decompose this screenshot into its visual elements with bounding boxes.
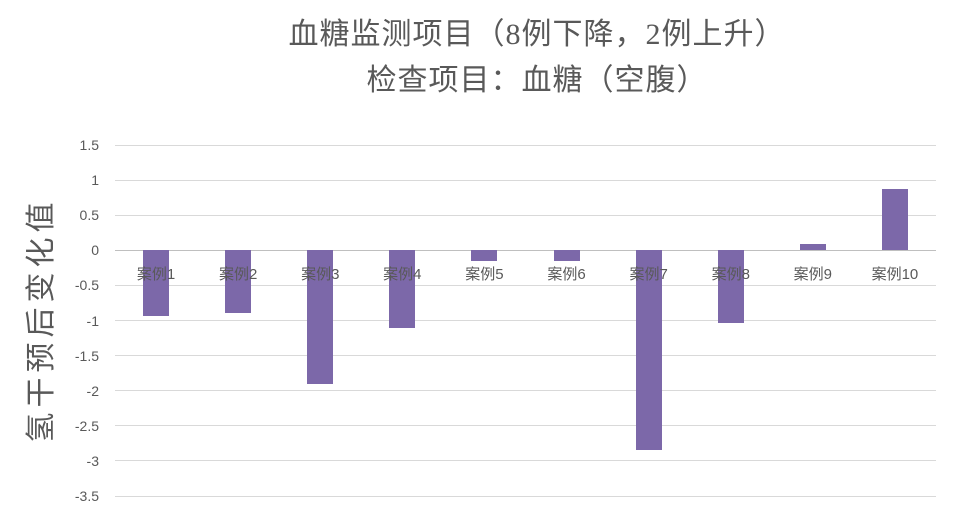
y-tick-label: -2 [86,382,99,399]
x-category-label: 案例5 [465,266,504,284]
x-category-label: 案例1 [136,266,176,284]
gridline [115,214,936,216]
x-category-label: 案例10 [871,266,919,284]
y-tick-label: -1.5 [74,347,99,364]
y-tick-label: -3 [86,452,99,469]
zero-axis-line [115,249,936,251]
bar-案例3 [307,250,334,384]
y-tick-label: 0.5 [79,207,99,224]
y-tick-label: 0 [91,242,99,259]
y-tick-label: -3.5 [74,488,99,504]
x-category-label: 案例4 [383,266,422,284]
y-tick-label: -1 [86,312,99,329]
chart-title: 血糖监测项目（8例下降，2例上升） 检查项目：血糖（空腹） [127,12,947,104]
bar-案例2 [225,250,252,314]
x-category-label: 案例6 [547,266,586,284]
x-category-label: 案例8 [711,266,750,284]
x-category-label: 案例9 [793,266,833,284]
bar-案例7 [635,250,662,451]
gridline [115,284,936,286]
bar-案例8 [717,250,744,323]
x-category-label: 案例3 [301,266,340,284]
y-tick-label: -2.5 [74,417,99,434]
y-tick-label: 1 [91,172,99,189]
gridline [115,495,936,497]
gridline [115,179,936,181]
bar-案例10 [881,188,908,251]
gridline [115,390,936,392]
gridline [115,425,936,427]
gridline [115,320,936,321]
gridline [115,355,936,357]
bar-案例9 [799,243,826,251]
bar-案例4 [389,250,416,328]
gridline [115,144,936,146]
bar-案例6 [553,250,580,261]
chart-title-line2: 检查项目：血糖（空腹） [366,64,708,97]
x-category-label: 案例2 [218,266,258,284]
x-category-label: 案例7 [629,266,668,284]
gridline [115,460,936,462]
bar-案例5 [471,250,498,261]
chart-title-line1: 血糖监测项目（8例下降，2例上升） [288,18,786,51]
y-tick-label: 1.5 [79,137,99,153]
plot-area: 案例1 案例2 案例3 案例4 案例5 案例6 案例7 案例8 案例9 案例10 [115,144,936,497]
bar-案例1 [143,250,170,316]
y-tick-label: -0.5 [74,277,99,294]
